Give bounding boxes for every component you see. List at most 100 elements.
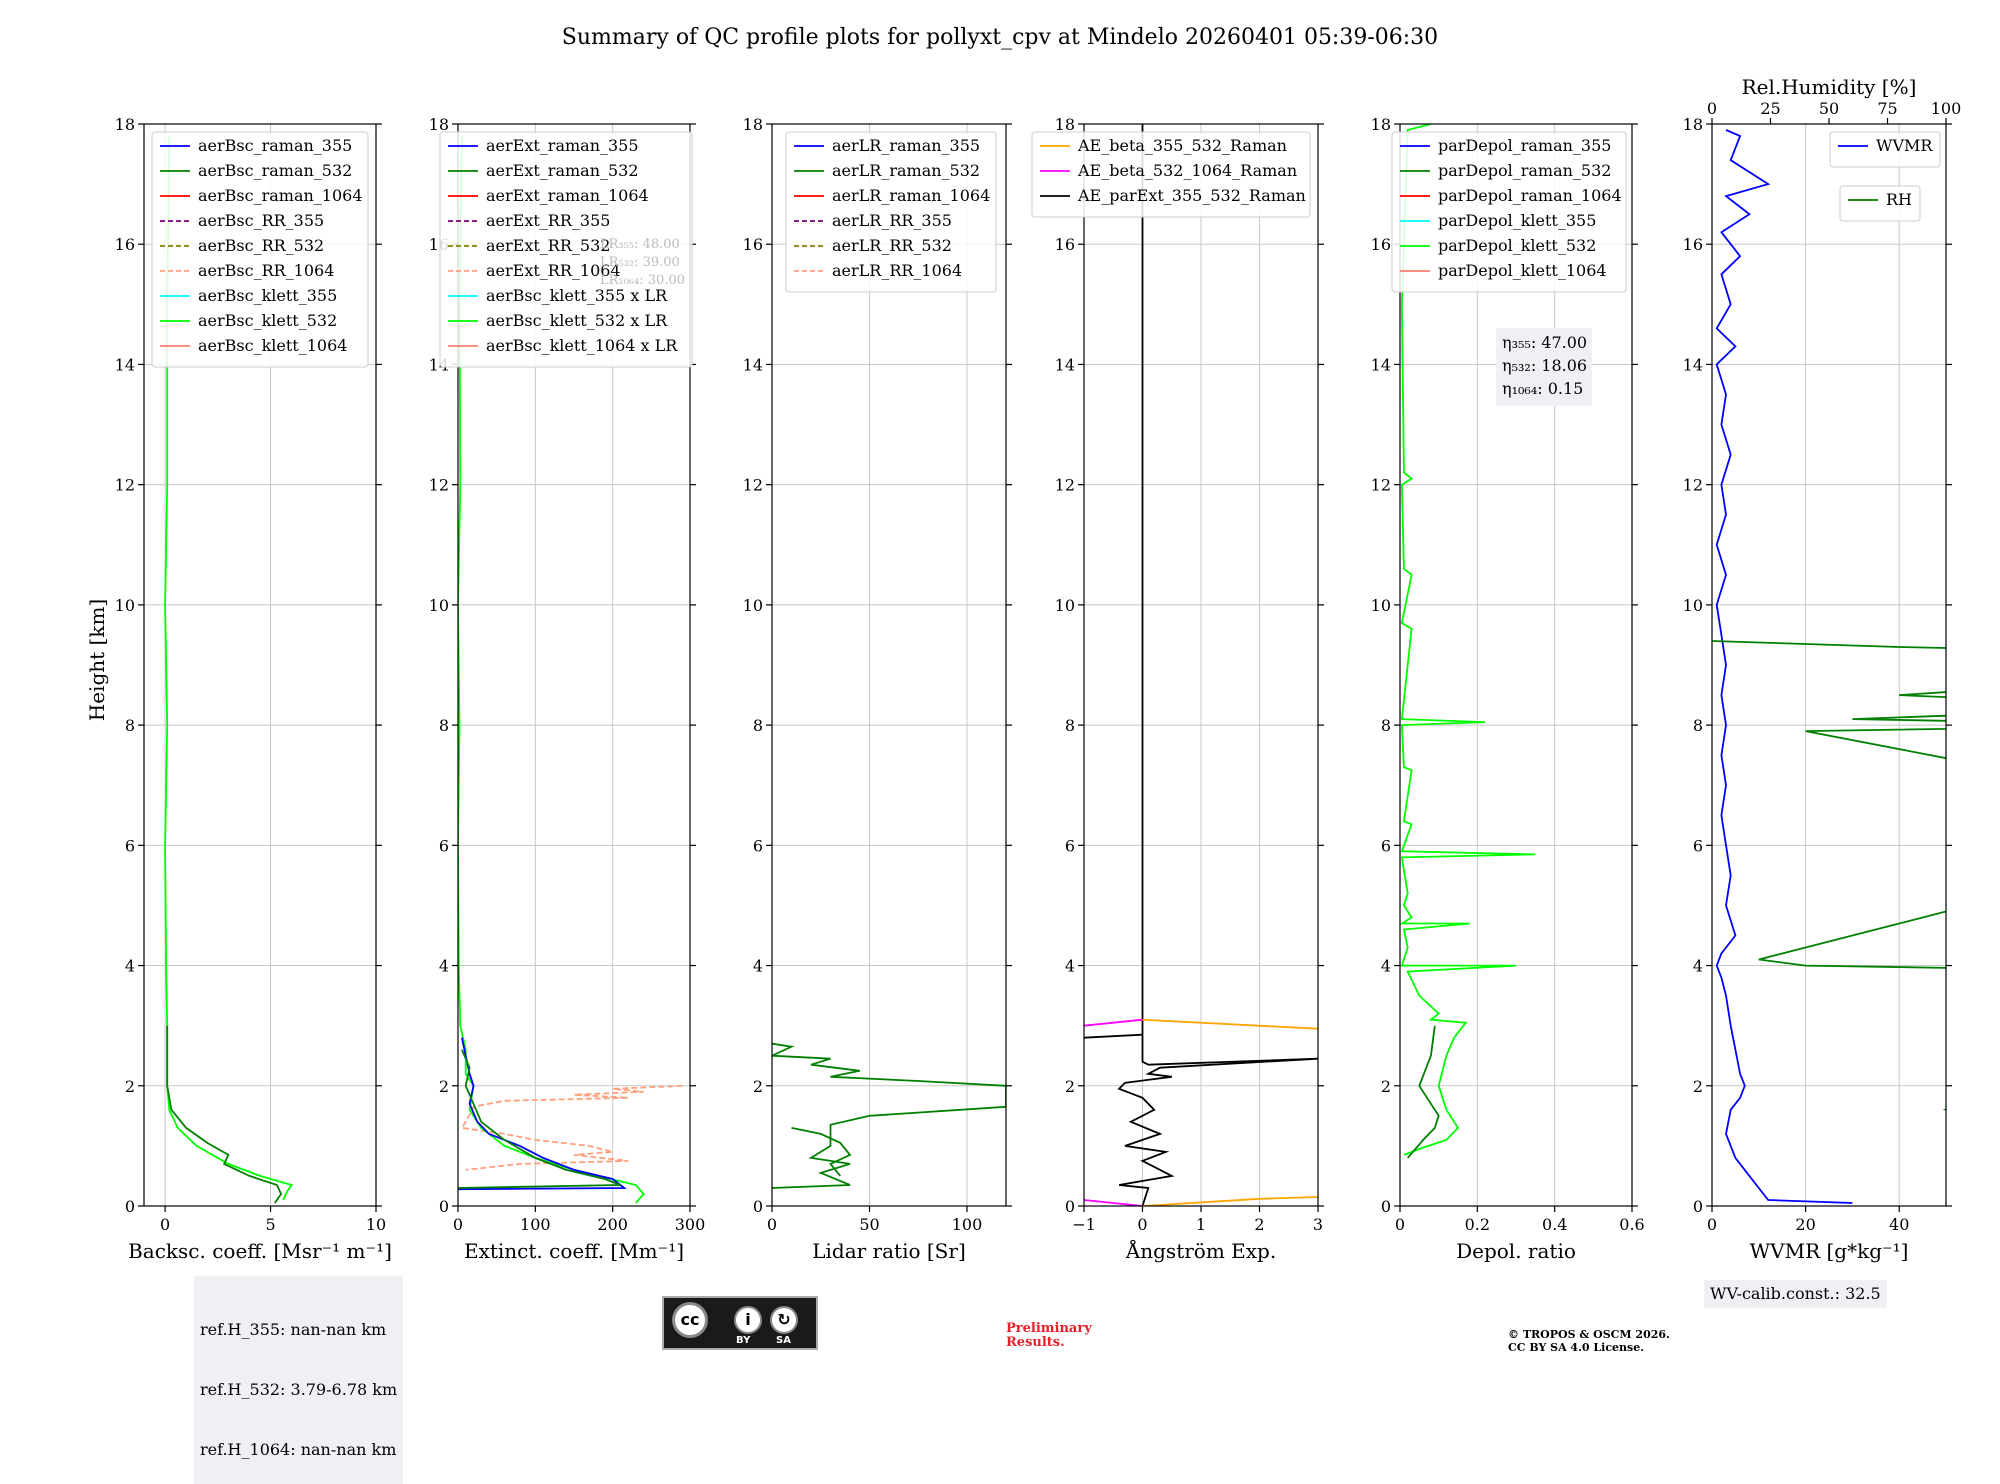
refH-532: ref.H_532: 3.79-6.78 km <box>200 1380 398 1399</box>
legend-lr-label: aerLR_raman_355 <box>832 136 980 155</box>
legend-ext-label: aerExt_RR_1064 <box>486 261 621 280</box>
top-xtick-label-wv: 75 <box>1877 99 1897 118</box>
ytick-label-depol: 8 <box>1381 716 1391 735</box>
cc-license-badge: cc i ↻ BY SA <box>662 1296 818 1350</box>
ytick-label-ae: 6 <box>1065 836 1075 855</box>
xtick-label-wv: 20 <box>1795 1215 1815 1234</box>
series-line-aerExt_raman_532 <box>458 1049 621 1189</box>
ytick-label-wv: 14 <box>1683 355 1703 374</box>
xtick-label-ext: 0 <box>453 1215 463 1234</box>
axes-frame-ext <box>457 123 691 1207</box>
legend-bsc-label: aerBsc_RR_1064 <box>198 261 334 280</box>
ytick-label-ae: 14 <box>1055 355 1075 374</box>
eta-value: η₃₅₅: 47.00 <box>1502 333 1587 352</box>
legend-ext-label: aerBsc_klett_1064 x LR <box>486 336 678 355</box>
ytick-label-wv: 10 <box>1683 596 1703 615</box>
ytick-label-ae: 0 <box>1065 1197 1075 1216</box>
copyright-line-1: © TROPOS & OSCM 2026. <box>1508 1328 1670 1341</box>
ytick-label-lr: 0 <box>753 1197 763 1216</box>
legend-ext-label: aerExt_RR_532 <box>486 236 610 255</box>
ytick-label-depol: 12 <box>1371 476 1391 495</box>
series-line-aerExt_RR_1064 <box>460 1084 683 1171</box>
top-xtick-label-wv: 50 <box>1819 99 1839 118</box>
ytick-label-lr: 2 <box>753 1077 763 1096</box>
legend-bsc-label: aerBsc_klett_1064 <box>198 336 347 355</box>
ytick-label-ae: 8 <box>1065 716 1075 735</box>
ytick-label-wv: 0 <box>1693 1197 1703 1216</box>
legend-ext-label: aerExt_RR_355 <box>486 211 610 230</box>
ytick-label-depol: 0 <box>1381 1197 1391 1216</box>
ytick-label-bsc: 4 <box>125 957 135 976</box>
xtick-label-ext: 100 <box>520 1215 551 1234</box>
legend-bsc-label: aerBsc_raman_355 <box>198 136 352 155</box>
x-axis-label-ext: Extinct. coeff. [Mm⁻¹] <box>464 1239 684 1263</box>
ytick-label-bsc: 12 <box>115 476 135 495</box>
ytick-label-lr: 6 <box>753 836 763 855</box>
x-axis-label-wv: WVMR [g*kg⁻¹] <box>1750 1239 1909 1263</box>
legend-depol-label: parDepol_raman_532 <box>1438 161 1611 180</box>
legend-depol-label: parDepol_klett_1064 <box>1438 261 1607 280</box>
xtick-label-lr: 0 <box>767 1215 777 1234</box>
eta-box <box>1496 328 1592 406</box>
legend-depol-label: parDepol_klett_355 <box>1438 211 1596 230</box>
legend-depol-label: parDepol_klett_532 <box>1438 236 1596 255</box>
eta-value: η₅₃₂: 18.06 <box>1502 356 1587 375</box>
series-line-parDepol_klett_532 <box>1400 124 1536 1156</box>
legend-ext-label: aerBsc_klett_355 x LR <box>486 286 668 305</box>
x-axis-label-ae: Ångström Exp. <box>1125 1238 1276 1263</box>
copyright-note: © TROPOS & OSCM 2026. CC BY SA 4.0 Licen… <box>1508 1328 1670 1354</box>
ytick-label-depol: 4 <box>1381 957 1391 976</box>
legend-bsc-box <box>151 131 369 368</box>
wv-calibration-box: WV-calib.const.: 32.5 <box>1704 1280 1887 1308</box>
legend-ae-label: AE_parExt_355_532_Raman <box>1077 186 1306 205</box>
ytick-label-ext: 10 <box>429 596 449 615</box>
ytick-label-lr: 12 <box>743 476 763 495</box>
ytick-label-ext: 8 <box>439 716 449 735</box>
preliminary-note: Preliminary Results. <box>1006 1322 1092 1350</box>
badge-by-label: BY <box>736 1335 751 1346</box>
lr-annotation: LR₃₅₅: 48.00 <box>600 237 680 252</box>
series-line-AE_parExt_top <box>1084 1033 1143 1039</box>
series-line-AE_beta_532_1064_Raman <box>1084 1018 1143 1027</box>
legend-ae-label: AE_beta_532_1064_Raman <box>1077 161 1297 180</box>
ytick-label-depol: 14 <box>1371 355 1391 374</box>
xtick-label-ae: 0 <box>1137 1215 1147 1234</box>
legend2-wv-label: RH <box>1886 190 1912 209</box>
legend-lr-label: aerLR_raman_532 <box>832 161 980 180</box>
reference-height-box: ref.H_355: nan-nan km ref.H_532: 3.79-6.… <box>194 1276 404 1484</box>
legend-bsc-label: aerBsc_klett_532 <box>198 311 337 330</box>
series-line-AE_parExt_355_532_Raman <box>1117 124 1318 1206</box>
series-line-aerExt_raman_355 <box>458 1037 627 1191</box>
ytick-label-wv: 16 <box>1683 235 1703 254</box>
ytick-label-bsc: 14 <box>115 355 135 374</box>
xtick-label-bsc: 5 <box>265 1215 275 1234</box>
ytick-label-ext: 12 <box>429 476 449 495</box>
ytick-label-bsc: 8 <box>125 716 135 735</box>
ytick-label-ae: 10 <box>1055 596 1075 615</box>
xtick-label-ext: 300 <box>675 1215 706 1234</box>
xtick-label-wv: 0 <box>1707 1215 1717 1234</box>
legend-ext-label: aerExt_raman_1064 <box>486 186 649 205</box>
series-line-AE_beta_355_532_Raman <box>1142 1018 1318 1030</box>
top-axis-label-wv: Rel.Humidity [%] <box>1742 75 1917 99</box>
ytick-label-wv: 6 <box>1693 836 1703 855</box>
refH-1064: ref.H_1064: nan-nan km <box>200 1440 397 1459</box>
lr-annotation: LR₁₀₆₄: 30.00 <box>600 273 685 288</box>
axes-frame-depol <box>1399 123 1633 1207</box>
legend-ext-box <box>439 131 693 368</box>
ytick-label-depol: 16 <box>1371 235 1391 254</box>
ytick-label-depol: 6 <box>1381 836 1391 855</box>
legend-ext-label: aerExt_raman_532 <box>486 161 639 180</box>
y-axis-label: Height [km] <box>85 599 109 721</box>
ytick-label-wv: 2 <box>1693 1077 1703 1096</box>
legend-bsc-label: aerBsc_raman_532 <box>198 161 352 180</box>
ytick-label-depol: 10 <box>1371 596 1391 615</box>
legend-depol-label: parDepol_raman_355 <box>1438 136 1611 155</box>
legend-lr-label: aerLR_RR_532 <box>832 236 952 255</box>
xtick-label-ae: 3 <box>1313 1215 1323 1234</box>
ytick-label-depol: 2 <box>1381 1077 1391 1096</box>
xtick-label-ae: 2 <box>1254 1215 1264 1234</box>
ytick-label-wv: 12 <box>1683 476 1703 495</box>
